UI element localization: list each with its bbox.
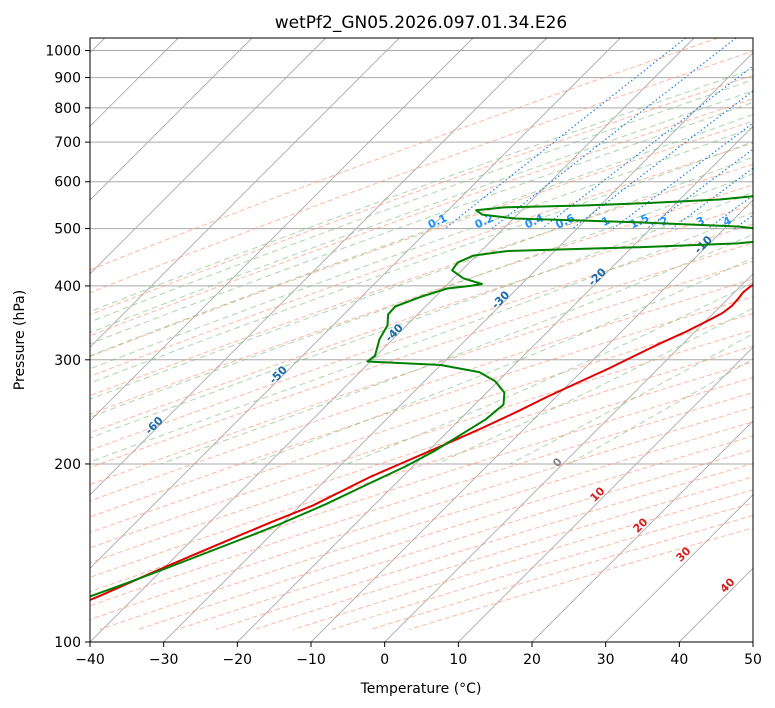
mixing-ratio-lines: [444, 38, 753, 230]
isotherm-line: [310, 199, 753, 642]
y-tick-label: 900: [54, 71, 81, 87]
y-tick-label: 100: [54, 635, 81, 651]
moist-adiabat-line: [90, 173, 753, 418]
isotherm-line: [236, 125, 753, 642]
dry-adiabat-line: [90, 50, 753, 294]
x-tick-label: 20: [523, 652, 541, 668]
y-axis-ticks: 100 200 300 400 500 600 700 800 900 1000: [45, 44, 90, 651]
x-tick-label: 10: [449, 652, 467, 668]
moist-adiabat-line: [90, 90, 753, 334]
moist-adiabat-line: [90, 79, 753, 323]
moist-adiabat-line: [90, 101, 753, 345]
y-tick-label: 1000: [45, 44, 81, 60]
x-tick-label: 40: [670, 652, 688, 668]
mixing-ratio-line: [541, 65, 753, 230]
plot-area: 0.10.20.40.611.52346810131620253036-100-…: [90, 38, 753, 642]
x-tick-label: −30: [149, 652, 179, 668]
dry-adiabat-line: [90, 204, 753, 434]
mixing-ratio-line: [671, 167, 753, 230]
dry-adiabat-line: [90, 376, 753, 593]
dry-adiabat-line: [90, 74, 753, 316]
x-tick-label: −10: [296, 652, 326, 668]
isotherm-line: [163, 52, 753, 642]
pressure-gridlines: [90, 50, 753, 642]
moist-adiabat-line: [90, 211, 753, 463]
y-tick-label: 400: [54, 279, 81, 295]
isotherm-line: [384, 273, 753, 642]
mixing-ratio-line: [572, 90, 753, 230]
dewpoint-profile-line: [90, 195, 753, 598]
isotherm-line: [457, 346, 753, 642]
temperature-profile-line: [90, 283, 753, 602]
x-axis-label: Temperature (°C): [360, 681, 482, 697]
isotherm-line: [531, 420, 753, 642]
moist-adiabat-line: [90, 127, 753, 370]
x-tick-label: 0: [380, 652, 389, 668]
sounding-series: [90, 195, 753, 602]
y-tick-label: 500: [54, 222, 81, 238]
dry-adiabat-line: [90, 345, 753, 564]
dry-adiabat-line: [90, 120, 753, 357]
y-tick-label: 600: [54, 175, 81, 191]
dry-adiabat-line: [90, 223, 753, 451]
moist-adiabat-line: [90, 141, 753, 384]
dry-adiabat-line: [90, 391, 753, 607]
x-tick-label: −20: [223, 652, 253, 668]
moist-adiabat-line: [347, 282, 753, 465]
dry-adiabat-line: [90, 184, 753, 415]
moist-adiabat-line: [90, 156, 753, 400]
moist-adiabats: [90, 68, 753, 465]
y-tick-label: 300: [54, 353, 81, 369]
dry-adiabat-line: [90, 329, 753, 549]
y-tick-label: 200: [54, 457, 81, 473]
chart-title: wetPf2_GN05.2026.097.01.34.E26: [275, 13, 567, 33]
x-tick-label: −40: [75, 652, 105, 668]
x-tick-label: 30: [597, 652, 615, 668]
y-tick-label: 800: [54, 101, 81, 117]
isotherm-line: [90, 38, 474, 422]
moist-adiabat-line: [90, 68, 753, 313]
x-axis-ticks: −40 −30 −20 −10 0 10 20 30 40 50: [75, 642, 762, 668]
dry-adiabat-line: [90, 361, 753, 578]
isotherm-line: [90, 38, 327, 275]
isotherm-line: [90, 38, 400, 348]
plot-frame: [89, 37, 754, 643]
moist-adiabat-line: [250, 257, 753, 465]
y-tick-label: 700: [54, 135, 81, 151]
dry-adiabats: [90, 38, 753, 630]
isotherm-line: [90, 38, 695, 642]
dry-adiabat-line: [90, 163, 753, 397]
skewed-isotherms: [90, 38, 753, 642]
y-axis-label: Pressure (hPa): [12, 290, 28, 390]
isotherm-line: [90, 38, 621, 569]
moist-adiabat-line: [90, 114, 753, 357]
isotherm-line: [90, 38, 253, 201]
isotherm-line: [90, 38, 548, 496]
x-tick-label: 50: [744, 652, 762, 668]
